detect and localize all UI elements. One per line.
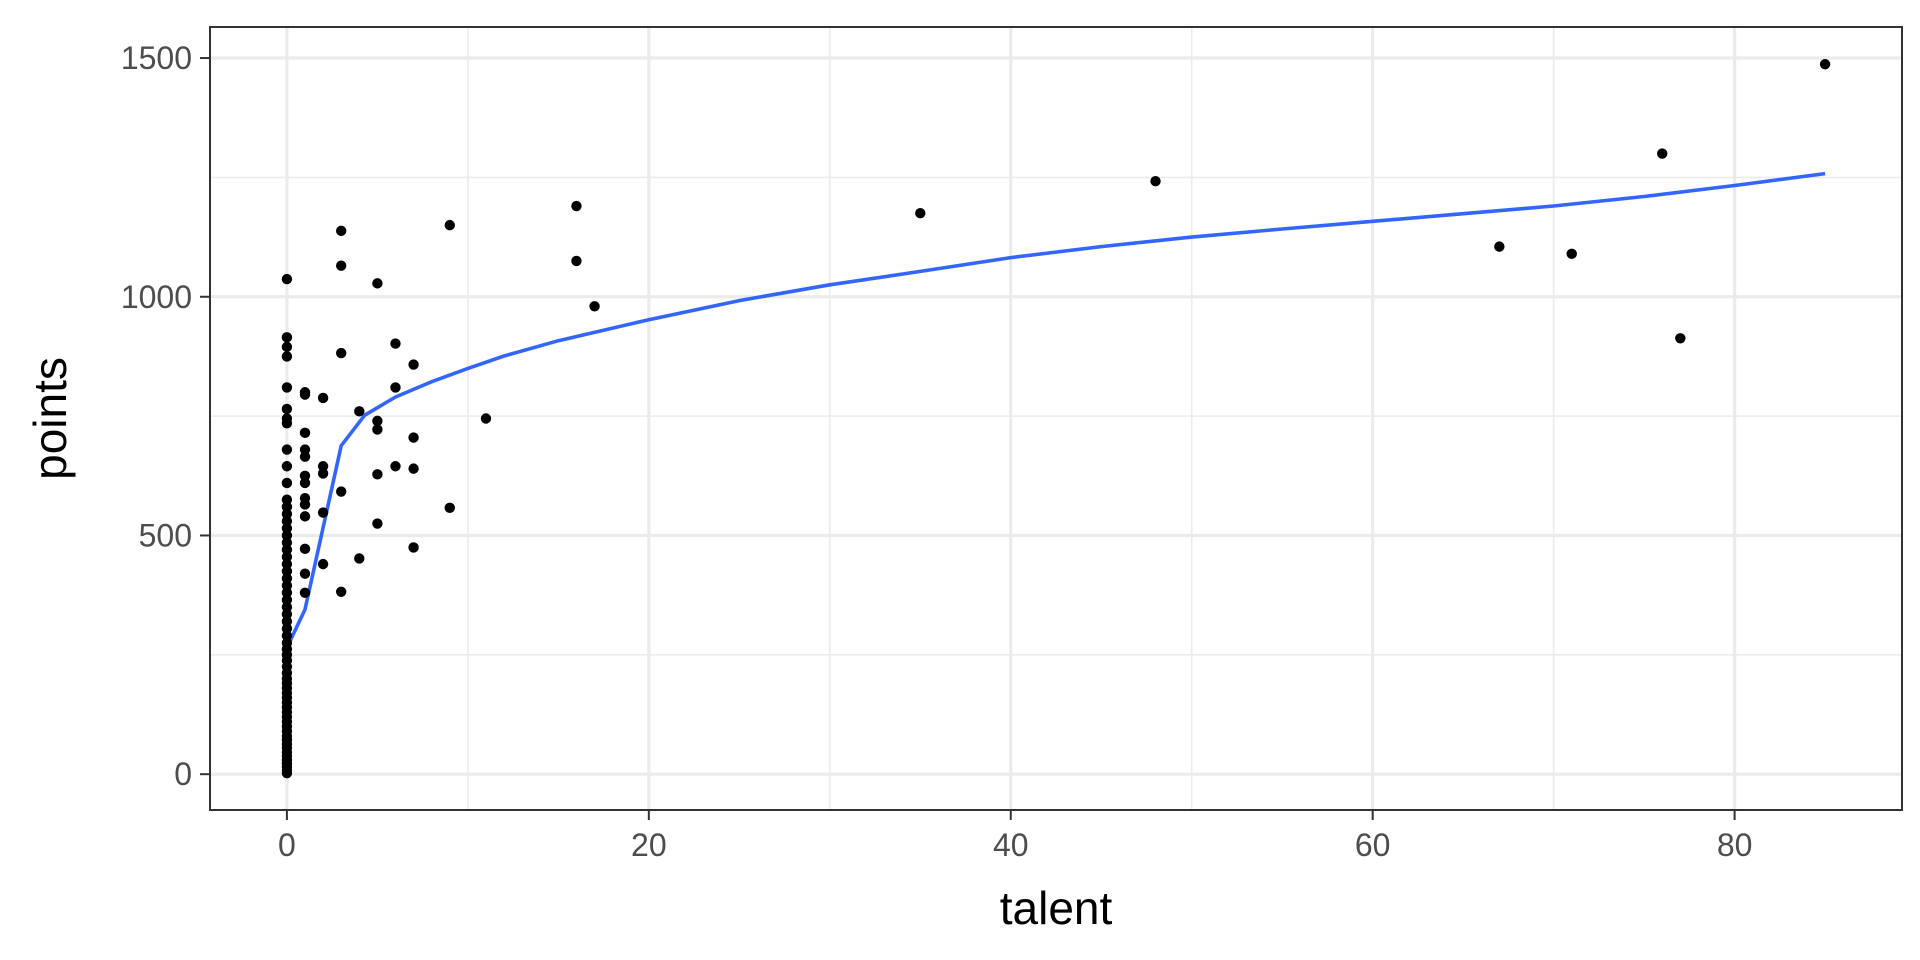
data-point [335, 486, 347, 497]
data-point [915, 208, 926, 219]
x-tick-label: 80 [1717, 827, 1753, 863]
y-tick-label: 0 [174, 756, 192, 792]
data-point [390, 338, 401, 349]
data-point [281, 573, 293, 584]
data-point [281, 523, 293, 534]
smooth-trend-line [285, 171, 1826, 649]
tick-labels: 0 20 40 60 80 0 500 1000 1500 [121, 40, 1753, 863]
data-point [299, 427, 311, 439]
data-point [281, 580, 293, 591]
data-point [317, 461, 329, 472]
axis-ticks [200, 57, 1736, 820]
data-point [281, 566, 293, 577]
data-point [281, 558, 293, 570]
data-point [1150, 176, 1161, 187]
data-point [408, 359, 419, 370]
data-point [281, 609, 293, 620]
scatter-points-layer [281, 59, 1831, 779]
data-point [281, 508, 293, 520]
data-point [299, 387, 311, 398]
data-point [372, 415, 383, 427]
x-tick-label: 20 [631, 827, 667, 863]
data-point [354, 406, 365, 417]
data-point [444, 502, 455, 513]
x-tick-label: 0 [278, 827, 296, 863]
data-point [299, 587, 311, 598]
data-point [335, 260, 347, 271]
x-axis-title: talent [1000, 882, 1113, 934]
data-point [281, 601, 293, 613]
data-point [335, 347, 347, 359]
data-point [299, 470, 311, 481]
data-point [444, 219, 455, 231]
data-point [299, 493, 311, 504]
data-point [299, 477, 311, 489]
data-point [281, 530, 293, 541]
data-point [299, 444, 311, 455]
data-point [299, 451, 311, 462]
data-point [281, 551, 293, 563]
data-point [571, 255, 582, 267]
data-point [299, 568, 311, 579]
data-point [281, 544, 293, 555]
data-point [390, 461, 401, 472]
data-point [1819, 59, 1831, 70]
data-point [281, 382, 293, 393]
x-tick-label: 40 [993, 827, 1029, 863]
data-point [1657, 148, 1668, 159]
data-point [281, 623, 293, 634]
data-point [390, 382, 401, 393]
data-point [372, 278, 383, 289]
data-point [317, 392, 329, 404]
data-point [281, 594, 293, 606]
data-point [281, 413, 293, 424]
data-point [281, 341, 293, 353]
data-point [281, 461, 293, 472]
data-point [281, 616, 293, 627]
data-point [408, 432, 419, 443]
data-point [1494, 241, 1505, 252]
data-point [281, 351, 293, 362]
data-point [281, 537, 293, 548]
data-point [354, 553, 365, 564]
data-point [408, 463, 419, 474]
x-tick-label: 60 [1355, 827, 1391, 863]
data-point [571, 200, 582, 212]
data-point [281, 444, 293, 455]
y-axis-title: points [24, 357, 76, 480]
data-point [1675, 333, 1686, 344]
data-point [281, 403, 293, 415]
minor-gridlines [210, 27, 1902, 810]
data-point [317, 507, 329, 518]
data-point [372, 469, 383, 480]
data-point [480, 413, 492, 424]
data-point [281, 515, 293, 527]
data-point [317, 558, 329, 570]
data-point [281, 332, 293, 343]
data-point [372, 518, 383, 529]
smooth-line-layer [285, 171, 1826, 649]
y-tick-label: 1500 [121, 40, 192, 76]
y-tick-label: 1000 [121, 279, 192, 315]
major-gridlines [210, 27, 1902, 810]
data-point [281, 273, 293, 285]
data-point [281, 637, 293, 649]
data-point [317, 468, 329, 479]
data-point [281, 587, 293, 598]
data-point [1566, 248, 1577, 259]
data-point [372, 424, 383, 435]
y-tick-label: 500 [139, 517, 192, 553]
data-point [589, 301, 600, 312]
data-point [299, 511, 311, 522]
data-point [299, 543, 311, 555]
data-point [281, 477, 293, 489]
data-point [281, 630, 293, 641]
data-point [335, 225, 347, 237]
data-point [281, 501, 293, 513]
data-point [408, 542, 419, 553]
panel-border [209, 26, 1903, 811]
data-point [335, 586, 347, 598]
data-point [281, 494, 293, 505]
